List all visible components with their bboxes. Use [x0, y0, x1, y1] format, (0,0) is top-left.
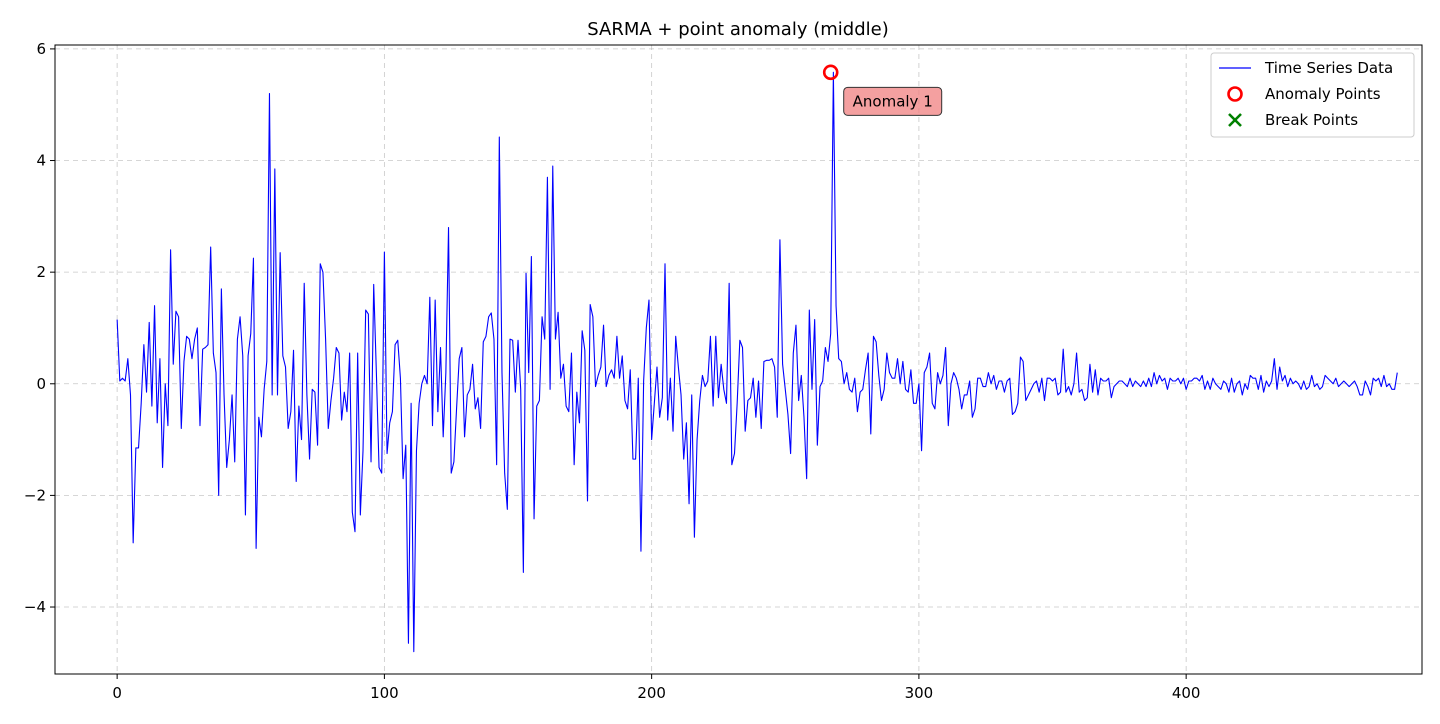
anomaly-annotation-1: Anomaly 1 [843, 86, 943, 116]
x-tick-label-0: 0 [112, 684, 122, 702]
legend-entry-break-points: Break Points [1228, 111, 1358, 129]
y-tick-label-3: 2 [36, 263, 46, 281]
y-tick-label-2: 0 [36, 375, 46, 393]
grid [55, 45, 1422, 674]
x-tick-label-4: 400 [1172, 684, 1201, 702]
y-tick-label-4: 4 [36, 152, 46, 170]
legend-x-swatch-b [1228, 113, 1242, 127]
legend-label: Anomaly Points [1265, 85, 1381, 103]
axes: 0 100 200 300 400 −4 −2 0 2 4 6 [24, 40, 1423, 702]
anomaly-point-1 [822, 64, 839, 81]
y-tick-label-0: −4 [24, 598, 46, 616]
chart-title: SARMA + point anomaly (middle) [587, 19, 888, 40]
legend-label: Time Series Data [1264, 59, 1393, 77]
x-tick-label-2: 200 [637, 684, 666, 702]
plot-area: Anomaly 1 [116, 64, 1398, 653]
annotation-box [843, 86, 943, 116]
legend-entry-time-series-data: Time Series Data [1219, 59, 1393, 77]
series-line-time-series-data [116, 71, 1398, 653]
x-tick-label-3: 300 [905, 684, 934, 702]
legend-circle-swatch [1227, 86, 1243, 102]
y-tick-label-1: −2 [24, 486, 46, 504]
legend-box [1210, 52, 1415, 138]
axes-frame [54, 44, 1423, 675]
x-tick-label-1: 100 [370, 684, 399, 702]
y-tick-label-5: 6 [36, 40, 46, 58]
legend-label: Break Points [1265, 111, 1358, 129]
legend: Time Series Data Anomaly Points Break Poin… [1210, 52, 1415, 138]
annotation-label: Anomaly 1 [853, 92, 933, 110]
legend-entry-anomaly-points: Anomaly Points [1227, 85, 1381, 103]
